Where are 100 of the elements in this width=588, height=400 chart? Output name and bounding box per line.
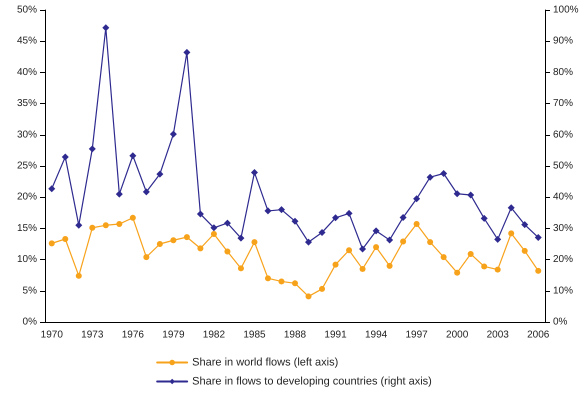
point xyxy=(129,152,136,160)
y2-tick-label: 0% xyxy=(553,316,568,328)
y-tick-label: 0% xyxy=(22,316,38,328)
point xyxy=(386,236,394,244)
point xyxy=(360,266,366,272)
point xyxy=(224,248,230,254)
point xyxy=(305,238,312,246)
point xyxy=(278,278,284,284)
x-tick-label: 1982 xyxy=(202,330,226,340)
point xyxy=(210,231,217,238)
point xyxy=(237,234,244,242)
point xyxy=(454,190,461,198)
legend-label: Share in world flows (left axis) xyxy=(192,356,338,368)
point xyxy=(278,206,285,214)
point xyxy=(481,263,488,270)
y-tick-label: 15% xyxy=(16,222,38,234)
y2-tick-label: 20% xyxy=(553,254,574,266)
point xyxy=(156,241,163,247)
point xyxy=(75,222,82,229)
y-tick-label: 25% xyxy=(16,160,38,172)
x-tick-label: 2003 xyxy=(486,330,510,340)
point xyxy=(468,250,474,257)
point xyxy=(292,218,298,225)
x-tick-label: 1988 xyxy=(284,330,307,340)
y2-tick-label: 70% xyxy=(553,98,574,110)
point xyxy=(413,195,420,202)
point xyxy=(238,265,244,272)
point xyxy=(373,244,380,250)
point xyxy=(116,190,123,198)
point xyxy=(480,214,488,222)
point xyxy=(400,214,407,221)
point xyxy=(62,153,69,160)
point xyxy=(359,245,366,252)
point xyxy=(292,280,298,286)
point xyxy=(184,234,190,240)
point xyxy=(467,192,474,199)
point xyxy=(197,245,204,252)
point xyxy=(426,174,434,181)
point xyxy=(319,286,326,292)
y2-tick-label: 50% xyxy=(553,160,574,172)
x-tick-label: 2000 xyxy=(446,330,469,340)
point xyxy=(494,266,501,273)
x-tick-label: 1976 xyxy=(122,330,144,340)
point xyxy=(48,240,55,246)
point xyxy=(346,247,352,254)
point xyxy=(210,224,218,232)
point xyxy=(116,221,122,228)
point xyxy=(494,236,502,243)
y-tick-label: 35% xyxy=(16,98,38,110)
point xyxy=(508,230,514,236)
y2-tick-label: 80% xyxy=(553,66,574,78)
point xyxy=(386,262,393,269)
point xyxy=(224,220,231,227)
point xyxy=(346,210,353,217)
x-tick-label: 1994 xyxy=(364,330,388,340)
point xyxy=(318,228,326,236)
x-tick-label: 1985 xyxy=(243,330,266,340)
point xyxy=(62,236,68,242)
legend-label: Share in flows to developing countries (right axis) xyxy=(192,376,432,388)
point xyxy=(427,239,434,246)
y2-tick-label: 40% xyxy=(553,192,574,203)
point xyxy=(89,224,96,231)
y-tick-label: 45% xyxy=(16,36,38,47)
point xyxy=(250,169,258,176)
point xyxy=(130,214,136,221)
point xyxy=(76,272,82,279)
x-tick-label: 1970 xyxy=(40,330,64,340)
point xyxy=(143,254,150,260)
y2-tick-label: 60% xyxy=(553,129,574,140)
point xyxy=(372,227,380,234)
x-tick-label: 2006 xyxy=(527,330,550,340)
point xyxy=(48,185,56,192)
point xyxy=(251,239,258,246)
point xyxy=(454,270,460,276)
point xyxy=(306,293,312,300)
x-tick-label: 1973 xyxy=(81,330,104,340)
point xyxy=(332,214,340,222)
point xyxy=(535,268,542,274)
point xyxy=(102,24,110,32)
y-tick-label: 40% xyxy=(16,66,38,78)
point xyxy=(264,207,272,214)
y2-tick-label: 30% xyxy=(553,222,574,234)
point xyxy=(332,262,339,268)
x-tick-label: 1979 xyxy=(162,330,185,340)
x-tick-label: 1991 xyxy=(324,330,348,340)
point xyxy=(440,254,447,260)
x-tick-label: 1997 xyxy=(405,330,428,340)
y2-tick-label: 100% xyxy=(553,4,579,16)
point xyxy=(102,222,109,228)
point xyxy=(534,234,542,241)
y-tick-label: 50% xyxy=(16,4,38,16)
point xyxy=(414,221,420,228)
y-tick-label: 5% xyxy=(22,285,38,296)
point xyxy=(196,210,204,218)
y-tick-label: 10% xyxy=(16,254,38,266)
point xyxy=(88,145,96,152)
y-tick-label: 20% xyxy=(16,192,38,203)
y-tick-label: 30% xyxy=(16,129,38,140)
point xyxy=(183,48,190,56)
point xyxy=(508,204,515,212)
